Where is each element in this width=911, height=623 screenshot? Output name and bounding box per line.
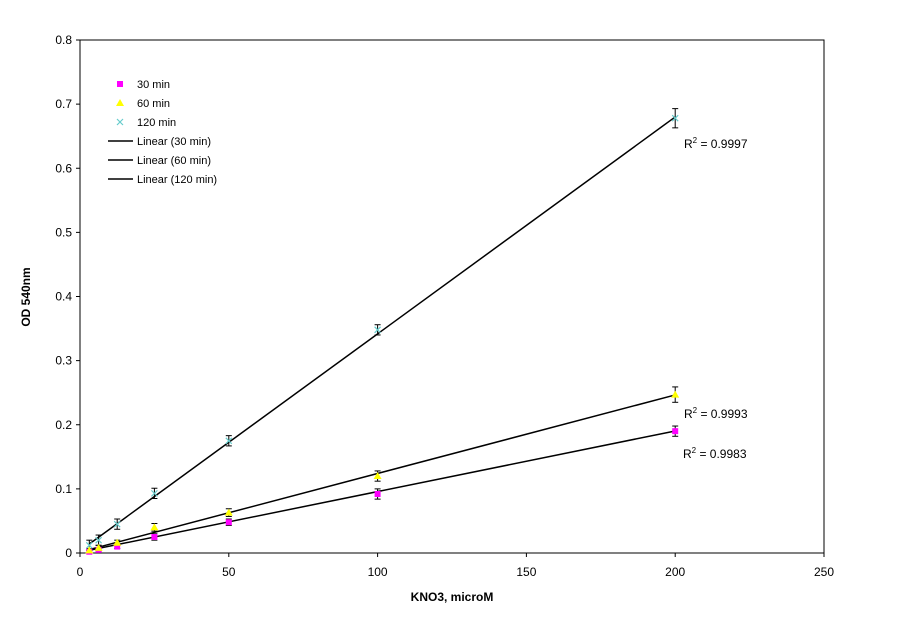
r2-label: R2 = 0.9993 xyxy=(684,406,748,421)
y-tick-label: 0.3 xyxy=(55,354,72,368)
data-point xyxy=(114,543,121,550)
r2-letter: R xyxy=(683,447,692,461)
y-tick-label: 0.2 xyxy=(55,418,72,432)
x-tick-label: 100 xyxy=(368,565,388,579)
y-tick-label: 0.7 xyxy=(55,97,72,111)
data-point xyxy=(224,508,233,516)
data-point xyxy=(373,472,382,480)
data-point xyxy=(672,428,679,435)
y-tick-label: 0.1 xyxy=(55,482,72,496)
r2-value: = 0.9997 xyxy=(697,137,748,151)
y-tick-label: 0.6 xyxy=(55,161,72,175)
r2-letter: R xyxy=(684,407,693,421)
y-tick-label: 0.5 xyxy=(55,225,72,239)
legend-label: Linear (60 min) xyxy=(137,155,211,167)
x-tick-label: 0 xyxy=(77,565,84,579)
y-tick-label: 0.4 xyxy=(55,290,72,304)
r2-label: R2 = 0.9997 xyxy=(684,136,748,151)
legend: 30 min 60 min 120 min Linear (30 min) Linear… xyxy=(108,79,217,186)
data-point xyxy=(113,520,121,528)
data-point xyxy=(225,519,232,526)
r2-label: R2 = 0.9983 xyxy=(683,446,747,461)
r2-superscript: 2 xyxy=(692,446,697,455)
legend-label: Linear (120 min) xyxy=(137,174,217,186)
legend-marker xyxy=(117,81,123,87)
x-axis: 0 50 100 150 200 250 xyxy=(77,553,834,579)
x-tick-label: 200 xyxy=(665,565,685,579)
trendline xyxy=(89,394,676,551)
x-axis-title: KNO3, microM xyxy=(411,590,494,604)
r2-value: = 0.9983 xyxy=(696,447,747,461)
legend-label: 30 min xyxy=(137,79,170,91)
trendline xyxy=(89,430,676,552)
y-tick-label: 0 xyxy=(65,546,72,560)
data-point xyxy=(150,489,158,497)
x-tick-label: 150 xyxy=(516,565,536,579)
data-point xyxy=(374,491,381,498)
data-point xyxy=(225,437,233,445)
data-point xyxy=(94,543,103,551)
data-point xyxy=(671,390,680,398)
legend-marker xyxy=(116,99,124,106)
data-point xyxy=(113,538,122,546)
trendlines xyxy=(88,116,676,552)
plot-area xyxy=(79,39,825,554)
r2-superscript: 2 xyxy=(693,406,698,415)
y-axis: 0 0.1 0.2 0.3 0.4 0.5 0.6 0.7 0.8 xyxy=(55,33,80,560)
y-tick-label: 0.8 xyxy=(55,33,72,47)
r2-superscript: 2 xyxy=(693,136,698,145)
trendline xyxy=(88,116,676,545)
data-point xyxy=(151,533,158,540)
data-point xyxy=(95,536,103,544)
data-point xyxy=(85,541,93,549)
data-point xyxy=(671,114,679,122)
legend-label: 120 min xyxy=(137,117,176,129)
r2-value: = 0.9993 xyxy=(697,407,748,421)
legend-marker xyxy=(116,118,124,126)
data-point xyxy=(150,523,159,531)
legend-label: Linear (30 min) xyxy=(137,136,211,148)
data-markers xyxy=(85,114,680,555)
y-axis-title: OD 540nm xyxy=(19,267,33,326)
data-point xyxy=(85,546,94,554)
r2-letter: R xyxy=(684,137,693,151)
legend-label: 60 min xyxy=(137,98,170,110)
data-point xyxy=(374,326,382,334)
x-tick-label: 50 xyxy=(222,565,236,579)
x-tick-label: 250 xyxy=(814,565,834,579)
